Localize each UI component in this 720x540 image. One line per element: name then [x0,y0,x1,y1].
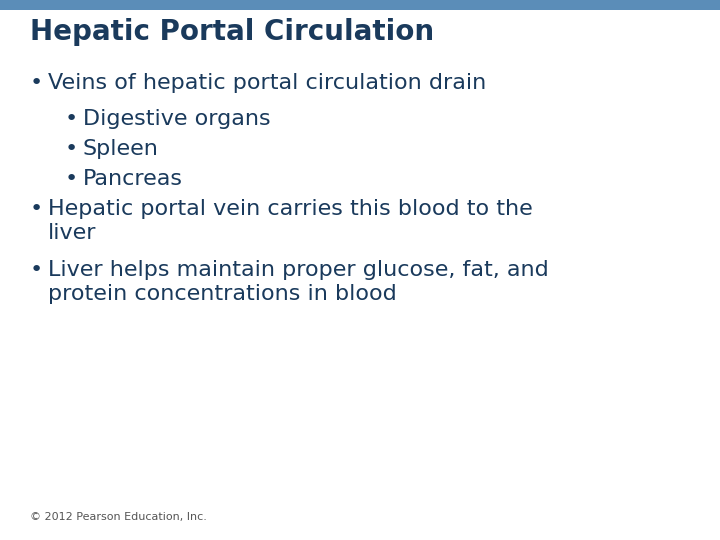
Text: Spleen: Spleen [83,139,159,159]
Text: Pancreas: Pancreas [83,168,183,188]
Bar [0,0,720,10]
Text: •: • [30,199,43,219]
Text: © 2012 Pearson Education, Inc.: © 2012 Pearson Education, Inc. [30,512,207,522]
Text: •: • [30,73,43,93]
Text: Digestive organs: Digestive organs [83,109,271,129]
Text: Hepatic Portal Circulation: Hepatic Portal Circulation [30,18,434,46]
Text: Veins of hepatic portal circulation drain: Veins of hepatic portal circulation drai… [48,73,486,93]
Text: •: • [65,109,78,129]
Text: •: • [30,260,43,280]
Text: •: • [65,168,78,188]
Text: Liver helps maintain proper glucose, fat, and
protein concentrations in blood: Liver helps maintain proper glucose, fat… [48,260,549,304]
Text: •: • [65,139,78,159]
Text: Hepatic portal vein carries this blood to the
liver: Hepatic portal vein carries this blood t… [48,199,533,242]
